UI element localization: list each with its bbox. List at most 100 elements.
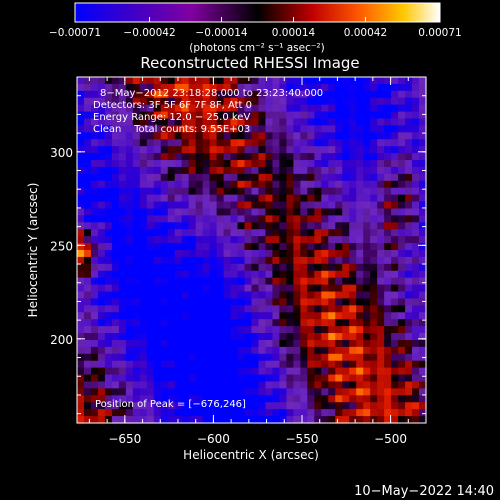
heatmap-cell: [356, 367, 364, 376]
heatmap-cell: [265, 173, 274, 182]
heatmap-cell: [174, 77, 183, 85]
heatmap-cell: [230, 312, 239, 320]
heatmap-cell: [251, 153, 260, 161]
heatmap-cell: [321, 319, 329, 327]
heatmap-cell: [188, 395, 197, 403]
heatmap-cell: [104, 153, 113, 161]
heatmap-cell: [293, 139, 301, 147]
heatmap-cell: [391, 180, 399, 189]
heatmap-cell: [349, 256, 357, 265]
heatmap-cell: [258, 166, 267, 175]
heatmap-cell: [139, 229, 148, 237]
heatmap-cell: [314, 312, 322, 320]
heatmap-cell: [328, 381, 336, 389]
heatmap-cell: [328, 367, 336, 376]
heatmap-cell: [104, 194, 113, 203]
heatmap-cell: [377, 388, 385, 396]
heatmap-cell: [97, 381, 106, 389]
heatmap-cell: [419, 409, 427, 417]
heatmap-cell: [244, 374, 253, 383]
heatmap-cell: [272, 333, 281, 341]
heatmap-cell: [139, 132, 148, 140]
heatmap-cell: [342, 402, 350, 410]
heatmap-cell: [258, 277, 267, 286]
heatmap-cell: [97, 284, 106, 293]
heatmap-cell: [174, 90, 183, 99]
heatmap-cell: [391, 416, 399, 424]
heatmap-cell: [349, 83, 357, 92]
heatmap-cell: [363, 381, 371, 389]
heatmap-cell: [153, 153, 162, 161]
heatmap-cell: [314, 125, 322, 133]
heatmap-cell: [167, 229, 176, 237]
heatmap-cell: [195, 166, 204, 175]
heatmap-cell: [77, 139, 85, 147]
heatmap-cell: [412, 111, 420, 120]
heatmap-cell: [251, 243, 260, 251]
heatmap-cell: [223, 146, 232, 154]
heatmap-cell: [181, 409, 190, 417]
heatmap-cell: [97, 319, 106, 327]
heatmap-cell: [265, 284, 274, 293]
heatmap-cell: [307, 416, 315, 424]
heatmap-cell: [174, 146, 183, 154]
heatmap-cell: [83, 104, 92, 113]
heatmap-cell: [146, 118, 155, 127]
heatmap-cell: [391, 250, 399, 258]
heatmap-cell: [321, 333, 329, 341]
heatmap-cell: [419, 222, 427, 230]
heatmap-cell: [349, 180, 357, 189]
heatmap-cell: [216, 194, 225, 203]
heatmap-cell: [398, 236, 406, 244]
heatmap-cell: [104, 173, 113, 182]
heatmap-cell: [118, 222, 127, 230]
heatmap-cell: [139, 319, 148, 327]
heatmap-cell: [90, 409, 99, 417]
heatmap-cell: [223, 77, 232, 85]
heatmap-cell: [328, 409, 336, 417]
heatmap-cell: [258, 229, 267, 237]
heatmap-cell: [174, 139, 183, 147]
heatmap-cell: [363, 416, 371, 424]
heatmap-cell: [321, 118, 329, 127]
heatmap-cell: [77, 416, 85, 424]
heatmap-cell: [230, 83, 239, 92]
heatmap-cell: [90, 402, 99, 410]
heatmap-cell: [181, 346, 190, 355]
heatmap-cell: [342, 194, 350, 203]
heatmap-cell: [97, 104, 106, 113]
heatmap-cell: [405, 83, 413, 92]
heatmap-cell: [419, 381, 427, 389]
heatmap-cell: [398, 180, 406, 189]
heatmap-cell: [258, 360, 267, 369]
heatmap-cell: [188, 173, 197, 182]
heatmap-cell: [223, 125, 232, 133]
heatmap-cell: [300, 243, 308, 251]
heatmap-cell: [349, 229, 357, 237]
heatmap-cell: [244, 229, 253, 237]
heatmap-cell: [251, 104, 260, 113]
heatmap-cell: [384, 139, 392, 147]
heatmap-cell: [223, 229, 232, 237]
heatmap-cell: [251, 222, 260, 230]
heatmap-cell: [111, 284, 120, 293]
heatmap-cell: [83, 339, 92, 348]
heatmap-cell: [279, 173, 287, 182]
heatmap-cell: [356, 166, 364, 175]
heatmap-cell: [363, 146, 371, 154]
heatmap-cell: [307, 263, 315, 272]
heatmap-cell: [223, 270, 232, 279]
heatmap-cell: [223, 305, 232, 313]
heatmap-cell: [111, 243, 120, 251]
heatmap-cell: [321, 346, 329, 355]
heatmap-cell: [419, 173, 427, 182]
heatmap-cell: [83, 187, 92, 196]
heatmap-cell: [83, 305, 92, 313]
heatmap-cell: [398, 374, 406, 383]
heatmap-cell: [244, 277, 253, 286]
heatmap-cell: [153, 409, 162, 417]
heatmap-cell: [195, 187, 204, 196]
heatmap-cell: [188, 346, 197, 355]
heatmap-cell: [125, 201, 134, 210]
heatmap-cell: [202, 153, 211, 161]
